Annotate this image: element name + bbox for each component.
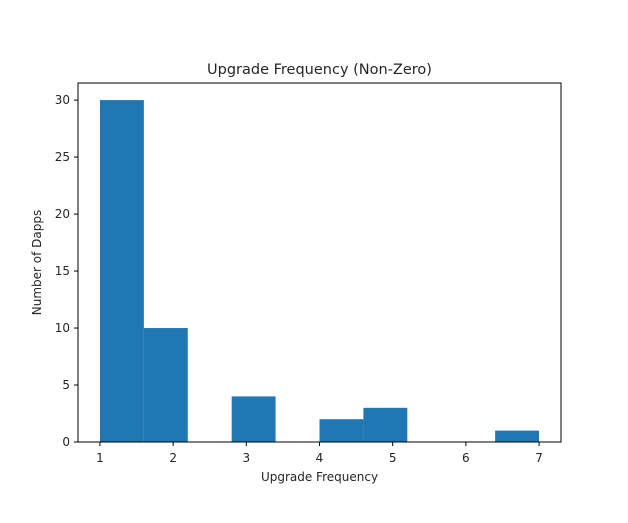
y-tick-label: 10 [55, 321, 70, 335]
x-tick-label: 5 [389, 451, 397, 465]
x-axis-label: Upgrade Frequency [261, 470, 378, 484]
histogram-bar-9 [495, 430, 540, 442]
histogram-bar-5 [319, 419, 364, 442]
histogram-bar-1 [143, 328, 188, 442]
x-tick-label: 2 [169, 451, 177, 465]
x-tick-label: 4 [316, 451, 324, 465]
x-tick-label: 3 [242, 451, 250, 465]
x-tick-label: 6 [462, 451, 470, 465]
y-tick-label: 0 [62, 435, 70, 449]
y-tick-label: 30 [55, 93, 70, 107]
chart-title: Upgrade Frequency (Non-Zero) [207, 62, 432, 78]
y-tick-label: 25 [55, 150, 70, 164]
x-tick-label: 1 [96, 451, 104, 465]
y-tick-label: 20 [55, 207, 70, 221]
y-axis-ticks: 0 5 10 15 20 25 30 [55, 93, 78, 449]
histogram-bar-6 [363, 407, 408, 442]
histogram-bar-3 [231, 396, 276, 442]
histogram-bar-0 [99, 100, 144, 442]
x-axis-ticks: 1 2 3 4 5 6 7 [96, 442, 543, 465]
x-tick-label: 7 [535, 451, 543, 465]
bars-group [99, 100, 540, 442]
y-axis-label: Number of Dapps [30, 210, 44, 315]
y-tick-label: 15 [55, 264, 70, 278]
y-tick-label: 5 [62, 378, 70, 392]
